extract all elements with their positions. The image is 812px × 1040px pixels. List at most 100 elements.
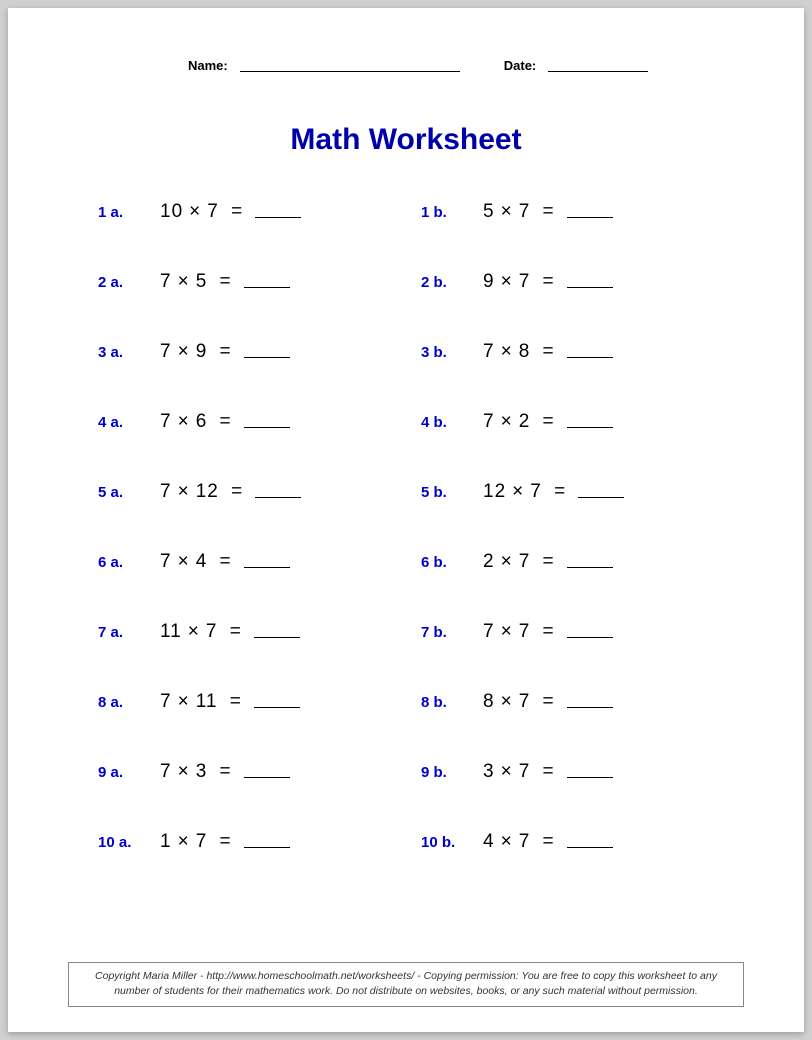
operand-a: 2 (483, 551, 495, 572)
equation: 2×7 = (483, 551, 613, 573)
equals-sign: = (213, 551, 231, 572)
answer-line[interactable] (244, 426, 290, 428)
operand-a: 4 (483, 831, 495, 852)
equals-sign: = (223, 621, 241, 642)
copyright-notice: Copyright Maria Miller - http://www.home… (68, 962, 744, 1008)
answer-line[interactable] (254, 636, 300, 638)
equation: 7×2 = (483, 411, 613, 433)
answer-line[interactable] (244, 356, 290, 358)
answer-line[interactable] (255, 216, 301, 218)
operator: × (501, 691, 513, 712)
answer-line[interactable] (567, 216, 613, 218)
problem: 4 b.7×2 = (421, 411, 744, 433)
equals-sign: = (548, 481, 566, 502)
operand-b: 7 (519, 201, 531, 222)
equals-sign: = (213, 341, 231, 362)
equals-sign: = (536, 761, 554, 782)
problem: 3 b.7×8 = (421, 341, 744, 363)
operand-b: 9 (196, 341, 208, 362)
operand-b: 7 (519, 271, 531, 292)
answer-line[interactable] (567, 846, 613, 848)
answer-line[interactable] (255, 496, 301, 498)
problem-label: 5 b. (421, 484, 483, 501)
equation: 9×7 = (483, 271, 613, 293)
answer-line[interactable] (567, 706, 613, 708)
answer-line[interactable] (567, 636, 613, 638)
answer-line[interactable] (567, 286, 613, 288)
equation: 7×8 = (483, 341, 613, 363)
equation: 7×11 = (160, 691, 300, 713)
problem-label: 5 a. (98, 484, 160, 501)
operand-a: 3 (483, 761, 495, 782)
name-label: Name: (188, 58, 228, 73)
problem-label: 9 b. (421, 764, 483, 781)
equals-sign: = (213, 761, 231, 782)
equals-sign: = (536, 271, 554, 292)
problem: 5 b.12×7 = (421, 481, 744, 503)
problem: 1 a.10×7 = (98, 201, 421, 223)
operator: × (501, 831, 513, 852)
operator: × (178, 271, 190, 292)
operand-a: 7 (160, 271, 172, 292)
problem-label: 9 a. (98, 764, 160, 781)
operator: × (501, 551, 513, 572)
answer-line[interactable] (567, 426, 613, 428)
problem: 8 b.8×7 = (421, 691, 744, 713)
problem-label: 7 b. (421, 624, 483, 641)
answer-line[interactable] (567, 776, 613, 778)
worksheet-page: Name: Date: Math Worksheet 1 a.10×7 =1 b… (8, 8, 804, 1032)
problem: 2 a.7×5 = (98, 271, 421, 293)
operand-b: 7 (519, 621, 531, 642)
equals-sign: = (536, 551, 554, 572)
problem-label: 6 a. (98, 554, 160, 571)
operator: × (189, 201, 201, 222)
operand-b: 8 (519, 341, 531, 362)
problem-label: 7 a. (98, 624, 160, 641)
equals-sign: = (225, 481, 243, 502)
problem: 6 a.7×4 = (98, 551, 421, 573)
problem: 9 a.7×3 = (98, 761, 421, 783)
operand-b: 4 (196, 551, 208, 572)
operand-b: 12 (196, 481, 219, 502)
problem-label: 1 a. (98, 204, 160, 221)
problem: 9 b.3×7 = (421, 761, 744, 783)
equals-sign: = (536, 831, 554, 852)
operator: × (178, 411, 190, 432)
equation: 3×7 = (483, 761, 613, 783)
operand-b: 2 (519, 411, 531, 432)
answer-line[interactable] (567, 356, 613, 358)
operator: × (512, 481, 524, 502)
problem: 7 b.7×7 = (421, 621, 744, 643)
equation: 1×7 = (160, 831, 290, 853)
date-input-line[interactable] (548, 58, 648, 72)
equation: 4×7 = (483, 831, 613, 853)
answer-line[interactable] (244, 286, 290, 288)
operator: × (501, 621, 513, 642)
problem-label: 6 b. (421, 554, 483, 571)
problem-label: 3 b. (421, 344, 483, 361)
operand-a: 7 (483, 411, 495, 432)
operand-a: 7 (160, 411, 172, 432)
problem-label: 2 b. (421, 274, 483, 291)
operand-a: 7 (160, 761, 172, 782)
name-input-line[interactable] (240, 58, 460, 72)
answer-line[interactable] (254, 706, 300, 708)
equation: 11×7 = (160, 621, 300, 643)
equation: 7×12 = (160, 481, 301, 503)
operand-a: 7 (160, 481, 172, 502)
problem-label: 8 a. (98, 694, 160, 711)
operator: × (501, 341, 513, 362)
equals-sign: = (213, 411, 231, 432)
answer-line[interactable] (567, 566, 613, 568)
answer-line[interactable] (244, 846, 290, 848)
answer-line[interactable] (578, 496, 624, 498)
operand-b: 7 (196, 831, 208, 852)
problem: 7 a.11×7 = (98, 621, 421, 643)
date-label: Date: (504, 58, 537, 73)
equals-sign: = (536, 691, 554, 712)
equation: 7×5 = (160, 271, 290, 293)
equation: 7×9 = (160, 341, 290, 363)
answer-line[interactable] (244, 776, 290, 778)
operand-a: 5 (483, 201, 495, 222)
answer-line[interactable] (244, 566, 290, 568)
